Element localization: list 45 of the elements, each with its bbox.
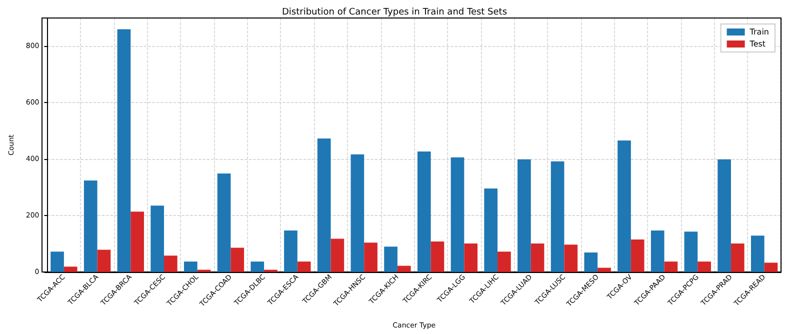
bar bbox=[250, 262, 264, 272]
bar bbox=[718, 159, 731, 272]
bar bbox=[117, 29, 131, 272]
bar bbox=[130, 212, 144, 272]
bar bbox=[164, 256, 178, 272]
bar bbox=[698, 262, 711, 272]
bar bbox=[317, 138, 331, 272]
bar bbox=[630, 240, 644, 272]
bar bbox=[384, 246, 398, 272]
bar bbox=[450, 157, 464, 272]
bar bbox=[518, 159, 531, 272]
bar bbox=[730, 243, 744, 272]
legend-label: Test bbox=[748, 40, 766, 48]
bar bbox=[50, 252, 64, 272]
bar bbox=[230, 248, 244, 272]
bar bbox=[618, 140, 631, 272]
bar bbox=[430, 242, 444, 272]
bar bbox=[564, 244, 578, 272]
bar bbox=[664, 262, 678, 272]
bar bbox=[217, 174, 231, 272]
bar bbox=[64, 266, 78, 272]
bar bbox=[598, 268, 611, 272]
bar bbox=[764, 262, 778, 272]
bar bbox=[650, 230, 664, 272]
bar bbox=[364, 242, 378, 272]
bar bbox=[550, 161, 564, 272]
bar bbox=[150, 206, 164, 272]
bar bbox=[498, 252, 511, 272]
bar bbox=[584, 252, 598, 272]
bar bbox=[284, 230, 298, 272]
bar bbox=[330, 238, 344, 272]
bar bbox=[297, 262, 311, 272]
bar bbox=[397, 266, 411, 272]
bar bbox=[684, 232, 698, 272]
legend-label: Train bbox=[748, 28, 770, 36]
bar bbox=[97, 250, 111, 272]
bar bbox=[350, 154, 364, 272]
bar bbox=[84, 180, 98, 272]
bar bbox=[184, 262, 198, 272]
bar bbox=[464, 243, 478, 272]
bar bbox=[530, 243, 544, 272]
bar bbox=[417, 151, 431, 272]
bar bbox=[484, 188, 498, 272]
chart-title: Distribution of Cancer Types in Train and Test Sets bbox=[282, 8, 508, 18]
bar bbox=[750, 236, 764, 272]
